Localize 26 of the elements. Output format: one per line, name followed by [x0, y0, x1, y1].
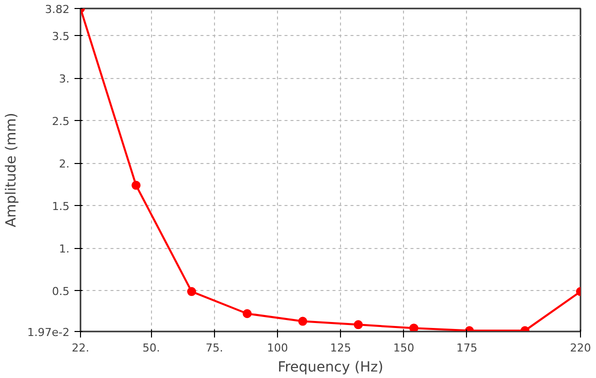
y-tick-label: 3.82	[45, 3, 70, 16]
y-tick-label: 3.5	[52, 30, 70, 44]
y-tick-label: 1.	[59, 242, 70, 256]
x-tick-label: 50.	[142, 342, 160, 354]
x-tick-label: 175	[456, 342, 478, 354]
x-tick-label: 75.	[206, 342, 224, 354]
x-tick-label: 125	[330, 342, 352, 354]
x-tick-label: 100	[266, 342, 288, 354]
y-tick-label: 1.5	[52, 200, 70, 214]
x-tick-label: 22.	[72, 342, 90, 354]
x-tick-label: 220	[570, 342, 591, 354]
point	[354, 320, 363, 330]
point	[187, 287, 196, 296]
y-axis-title: Amplitude (mm)	[3, 112, 20, 228]
y-tick-label: 3.	[59, 72, 70, 86]
y-tick-label: 0.5	[52, 285, 70, 298]
y-tick-label: 2.5	[52, 115, 70, 128]
line-series	[80, 8, 580, 332]
point	[242, 309, 252, 318]
point	[298, 316, 308, 326]
x-tick-label: 150	[393, 342, 414, 354]
point	[132, 180, 141, 190]
point	[409, 324, 418, 332]
x-axis-title: Frequency (Hz)	[278, 360, 384, 376]
y-tick-label: 1.97e-2	[27, 326, 70, 339]
y-tick-label: 2.	[59, 158, 70, 171]
